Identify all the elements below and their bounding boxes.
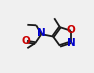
- Text: O: O: [67, 25, 76, 35]
- Text: O: O: [21, 36, 30, 46]
- Text: N: N: [67, 38, 76, 48]
- Text: N: N: [37, 28, 46, 38]
